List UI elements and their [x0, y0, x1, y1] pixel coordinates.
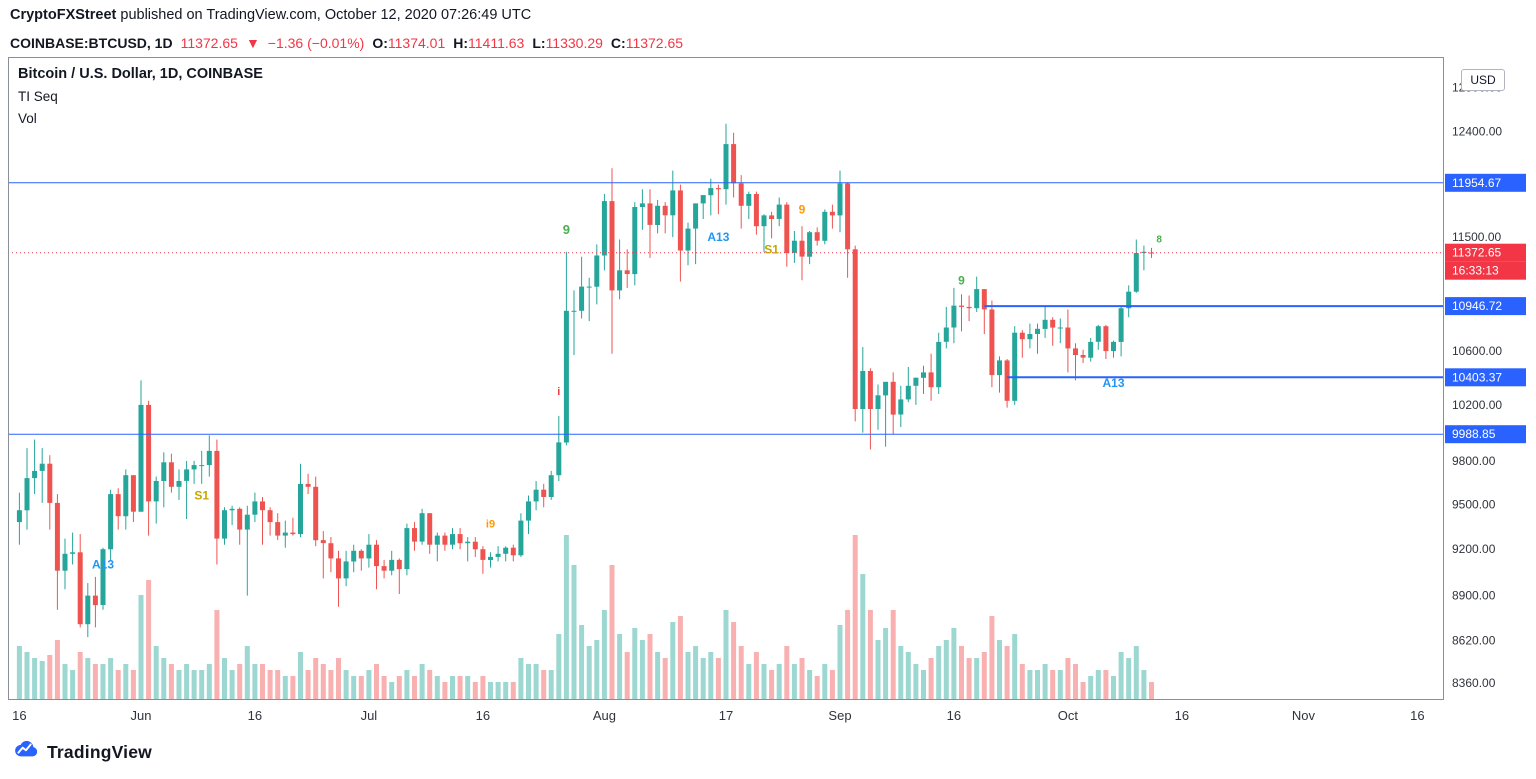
svg-text:Nov: Nov [1292, 708, 1316, 723]
svg-text:9500.00: 9500.00 [1452, 497, 1496, 511]
support-resistance-lines[interactable] [8, 182, 1444, 435]
time-axis[interactable]: 16 Jun 16 Jul 16 Aug 17 Sep 16 Oct 16 Nov 16 [12, 708, 1424, 723]
svg-text:Jun: Jun [131, 708, 152, 723]
svg-text:16: 16 [248, 708, 262, 723]
svg-text:16: 16 [1175, 708, 1189, 723]
svg-text:S1: S1 [764, 242, 779, 256]
svg-text:9200.00: 9200.00 [1452, 542, 1496, 556]
price-chart[interactable]: A13S1i9i9A13S199A13812800.0012400.001150… [8, 57, 1528, 728]
low-label: L: [532, 35, 546, 51]
svg-text:A13: A13 [1102, 376, 1124, 390]
candle-series [16, 123, 1154, 638]
publish-info: published on TradingView.com, October 12… [116, 7, 532, 23]
svg-text:16: 16 [1410, 708, 1424, 723]
high-label: H: [453, 35, 469, 51]
svg-text:9: 9 [958, 273, 965, 287]
legend-indicator-vol[interactable]: Vol [18, 111, 37, 126]
svg-text:Aug: Aug [593, 708, 616, 723]
last-price: 11372.65 [180, 35, 238, 51]
svg-text:A13: A13 [707, 230, 729, 244]
svg-text:8620.00: 8620.00 [1452, 633, 1496, 647]
svg-text:8360.00: 8360.00 [1452, 676, 1496, 690]
svg-text:16: 16 [12, 708, 26, 723]
attribution-line: CryptoFXStreet published on TradingView.… [10, 7, 531, 23]
svg-text:11372.65: 11372.65 [1452, 246, 1501, 260]
svg-text:10403.37: 10403.37 [1452, 370, 1502, 384]
chart-area: A13S1i9i9A13S199A13812800.0012400.001150… [8, 57, 1528, 728]
close-value: 11372.65 [625, 35, 684, 51]
plot-border [8, 57, 1444, 700]
svg-text:17: 17 [719, 708, 733, 723]
svg-text:10200.00: 10200.00 [1452, 398, 1502, 412]
svg-text:i9: i9 [486, 519, 495, 531]
svg-text:10946.72: 10946.72 [1452, 299, 1502, 313]
svg-text:S1: S1 [194, 489, 209, 503]
currency-toggle-button[interactable]: USD [1461, 69, 1505, 91]
svg-text:Sep: Sep [828, 708, 851, 723]
volume-series [16, 535, 1154, 700]
open-label: O: [372, 35, 388, 51]
legend-indicator-tiseq[interactable]: TI Seq [18, 89, 58, 104]
open-value: 11374.01 [387, 35, 446, 51]
svg-text:i: i [557, 386, 560, 398]
svg-text:Jul: Jul [361, 708, 378, 723]
svg-text:12400.00: 12400.00 [1452, 125, 1502, 139]
tradingview-logo-icon [10, 738, 40, 767]
svg-text:11954.67: 11954.67 [1452, 176, 1501, 190]
price-change: −1.36 (−0.01%) [267, 35, 365, 51]
svg-text:8: 8 [1156, 234, 1162, 245]
change-arrow-icon: ▼ [245, 35, 260, 51]
svg-text:9: 9 [563, 222, 570, 237]
close-label: C: [610, 35, 626, 51]
svg-text:8900.00: 8900.00 [1452, 589, 1496, 603]
legend-symbol-title[interactable]: Bitcoin / U.S. Dollar, 1D, COINBASE [18, 66, 263, 82]
svg-text:9988.85: 9988.85 [1452, 427, 1496, 441]
svg-text:11500.00: 11500.00 [1452, 230, 1501, 244]
svg-text:9: 9 [799, 202, 806, 216]
symbol-ohlc-bar: COINBASE:BTCUSD, 1D 11372.65 ▼ −1.36 (−0… [10, 35, 683, 51]
high-value: 11411.63 [468, 35, 525, 51]
svg-text:16: 16 [947, 708, 961, 723]
chart-legend: Bitcoin / U.S. Dollar, 1D, COINBASE TI S… [18, 66, 263, 126]
low-value: 11330.29 [545, 35, 603, 51]
tradingview-attribution[interactable]: TradingView [10, 738, 152, 767]
symbol-name[interactable]: COINBASE:BTCUSD, 1D [10, 35, 173, 51]
svg-text:Oct: Oct [1058, 708, 1079, 723]
svg-text:16:33:13: 16:33:13 [1452, 264, 1499, 278]
svg-text:16: 16 [476, 708, 490, 723]
svg-text:10600.00: 10600.00 [1452, 344, 1502, 358]
author-name: CryptoFXStreet [10, 7, 117, 23]
tradingview-brand-text: TradingView [47, 742, 152, 762]
svg-text:9800.00: 9800.00 [1452, 454, 1496, 468]
price-axis-badges: 11954.67 10946.72 10403.37 9988.85 11372.65 1… [1445, 173, 1526, 444]
svg-text:A13: A13 [92, 558, 114, 572]
